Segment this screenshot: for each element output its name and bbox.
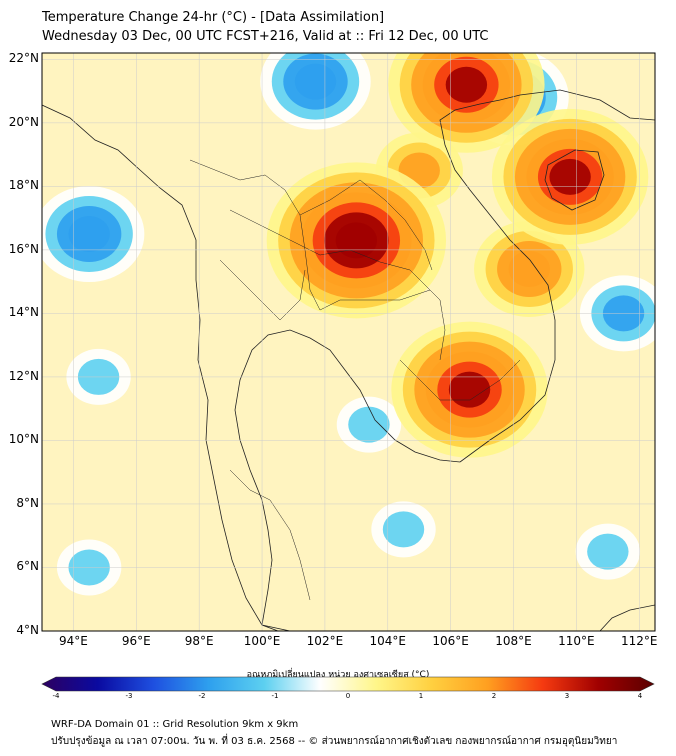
- latitude-label: 16°N: [8, 241, 39, 256]
- province-borders: [189, 159, 521, 601]
- southeast-cold-level: [587, 533, 629, 570]
- border-line: [229, 469, 311, 601]
- longitude-label: 106°E: [432, 634, 469, 648]
- border-line: [299, 214, 431, 311]
- andaman-cold-level: [68, 216, 110, 253]
- border-line: [399, 359, 521, 401]
- malaysia-coast: [261, 624, 291, 631]
- colorbar-tick-label: -2: [198, 692, 206, 700]
- coastlines: [42, 89, 655, 631]
- gulf-of-thailand-coast: [234, 329, 461, 626]
- south-china-warm-level: [445, 66, 488, 103]
- longitude-label: 102°E: [306, 634, 344, 648]
- cambodia-warm-level: [448, 371, 491, 408]
- indochina-east-coast: [439, 89, 655, 463]
- longitude-label: 100°E: [243, 634, 281, 648]
- footer-credit: ปรับปรุงข้อมูล ณ เวลา 07:00น. วัน พ. ที่…: [51, 736, 618, 747]
- colorbar-tick-label: 2: [491, 692, 497, 700]
- border-line: [229, 209, 446, 361]
- colorbar-tick-label: -1: [271, 692, 279, 700]
- colorbar-tick-label: 1: [418, 692, 424, 700]
- longitude-label: 98°E: [184, 634, 214, 648]
- temperature-field: [42, 53, 655, 596]
- latitude-label: 20°N: [8, 114, 39, 129]
- borneo-coast: [599, 604, 655, 631]
- thailand-myanmar-coast: [42, 104, 279, 631]
- colorbar-label: อุณหภูมิเปลี่ยนแปลง หน่วย องศาเซลเซียส (…: [246, 670, 430, 680]
- longitude-label: 112°E: [621, 634, 658, 648]
- northeast-thailand-warm-level: [335, 222, 378, 259]
- latitude-label: 6°N: [16, 559, 39, 574]
- longitude-label: 104°E: [369, 634, 407, 648]
- longitude-label: 110°E: [558, 634, 595, 648]
- latitude-label: 12°N: [8, 368, 39, 383]
- footer-model-info: WRF-DA Domain 01 :: Grid Resolution 9km …: [51, 719, 299, 730]
- central-vietnam-warm-level: [508, 250, 550, 287]
- colorbar-tick-label: 0: [345, 692, 351, 700]
- colorbar-ramp: [41, 676, 655, 692]
- colorbar-tick-label: -4: [52, 692, 60, 700]
- latitude-label: 4°N: [16, 623, 39, 637]
- latitude-label: 18°N: [8, 178, 39, 193]
- longitude-label: 94°E: [58, 634, 88, 648]
- chart-subtitle: Wednesday 03 Dec, 00 UTC FCST+216, Valid…: [42, 29, 489, 44]
- latitude-label: 22°N: [8, 51, 39, 66]
- colorbar: [41, 676, 655, 692]
- longitude-label: 108°E: [495, 634, 532, 648]
- north-myanmar-cold-level: [294, 63, 337, 100]
- longitude-label: 96°E: [121, 634, 151, 648]
- map-frame: [41, 52, 656, 632]
- border-line: [189, 159, 433, 271]
- colorbar-tick-label: 4: [637, 692, 643, 700]
- colorbar-tick-label: -3: [125, 692, 133, 700]
- gulf-of-thailand-cold-level: [348, 406, 390, 443]
- chart-title: Temperature Change 24-hr (°C) - [Data As…: [42, 10, 385, 25]
- latitude-label: 10°N: [8, 432, 39, 447]
- latitude-label: 14°N: [8, 305, 39, 320]
- central-south-cold-level: [382, 511, 425, 548]
- hainan-warm-level: [549, 158, 591, 195]
- border-line: [219, 259, 306, 321]
- latitude-label: 8°N: [16, 495, 39, 510]
- hainan-coast: [544, 149, 605, 211]
- colorbar-tick-label: 3: [564, 692, 570, 700]
